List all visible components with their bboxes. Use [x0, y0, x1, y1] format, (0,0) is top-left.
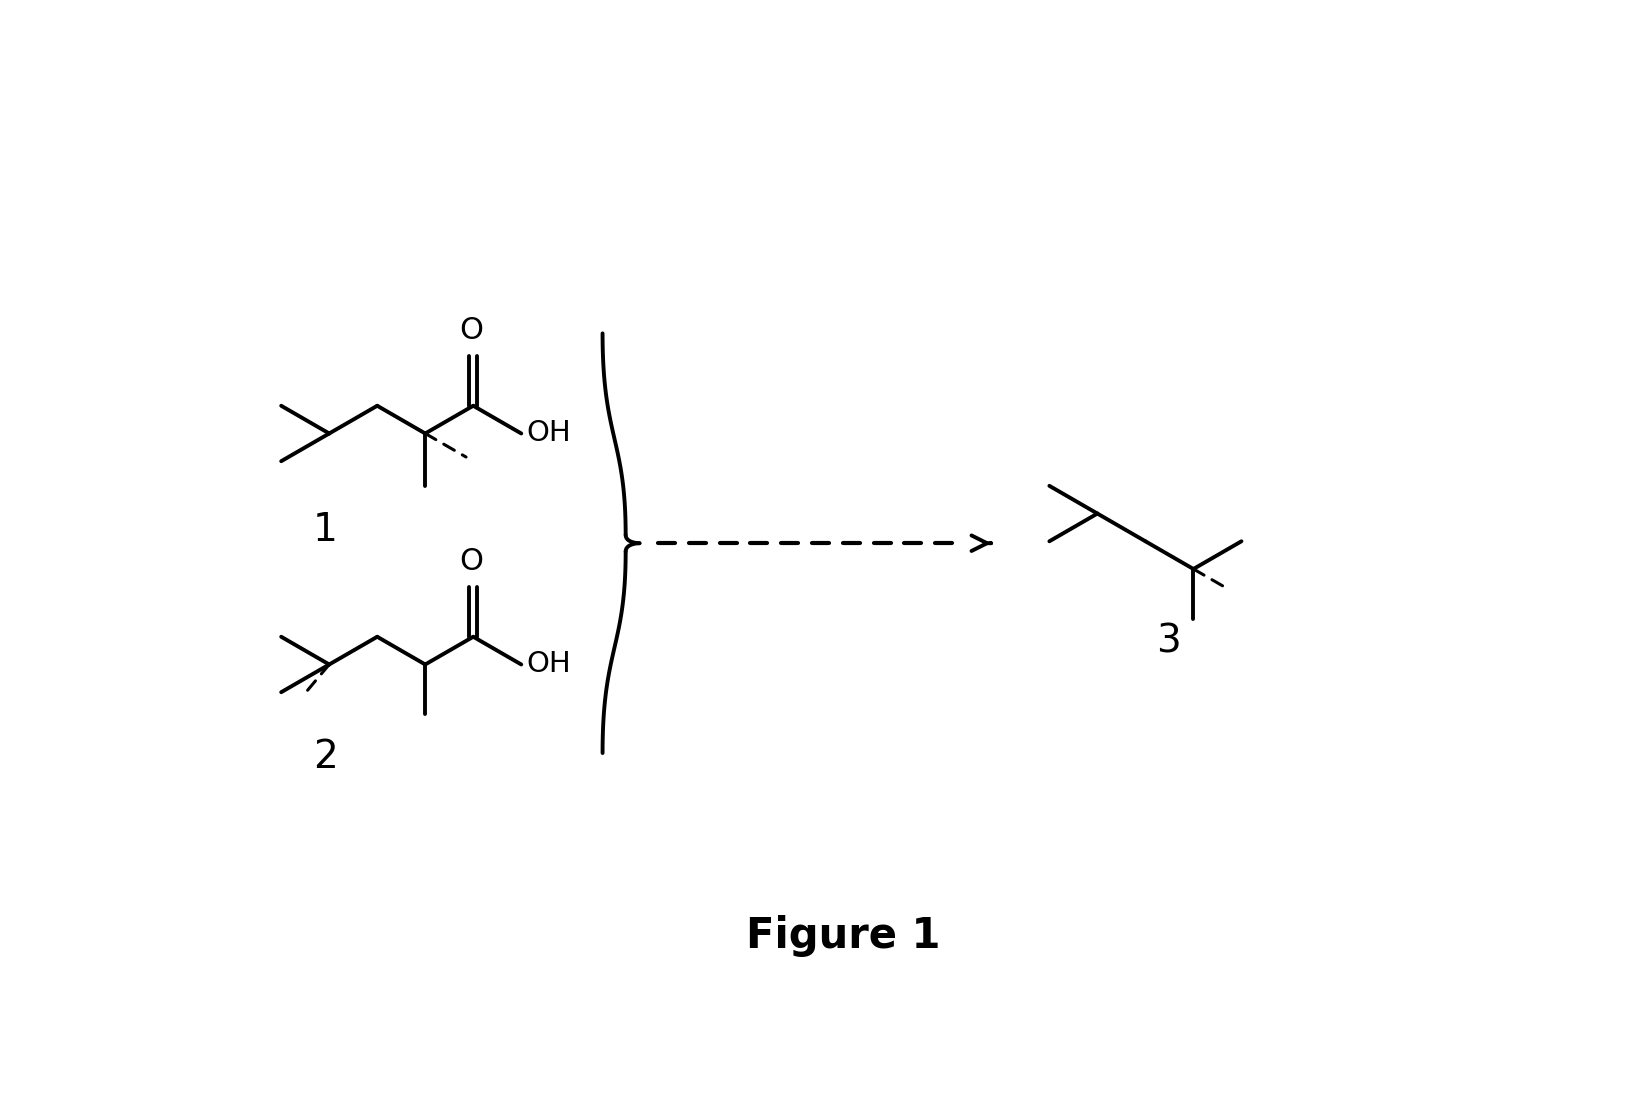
Text: 1: 1 — [313, 511, 337, 548]
Text: O: O — [459, 316, 484, 346]
Text: 2: 2 — [313, 738, 337, 776]
Text: OH: OH — [525, 419, 571, 448]
Text: OH: OH — [525, 651, 571, 678]
Text: 3: 3 — [1155, 622, 1180, 660]
Text: Figure 1: Figure 1 — [746, 915, 942, 958]
Text: O: O — [459, 547, 484, 576]
